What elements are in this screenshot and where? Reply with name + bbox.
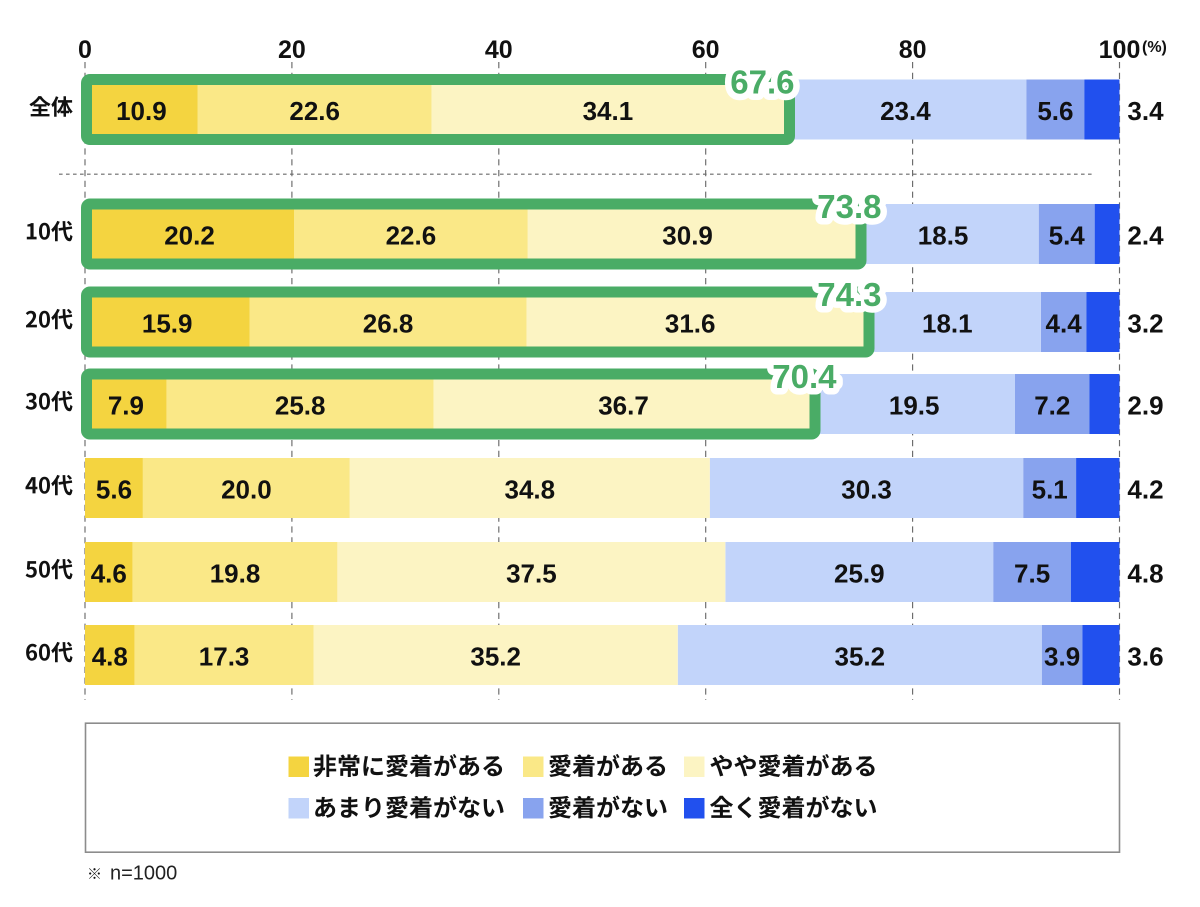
svg-text:70.4: 70.4 bbox=[772, 358, 837, 395]
svg-text:7.2: 7.2 bbox=[1034, 390, 1070, 420]
svg-text:7.5: 7.5 bbox=[1014, 558, 1050, 588]
svg-text:67.6: 67.6 bbox=[730, 64, 794, 101]
svg-text:4.2: 4.2 bbox=[1127, 474, 1163, 504]
svg-text:5.6: 5.6 bbox=[96, 474, 132, 504]
svg-text:34.1: 34.1 bbox=[583, 96, 634, 126]
svg-text:3.6: 3.6 bbox=[1127, 641, 1163, 671]
svg-text:19.5: 19.5 bbox=[889, 390, 940, 420]
svg-text:26.8: 26.8 bbox=[363, 308, 414, 338]
svg-text:(%): (%) bbox=[1142, 39, 1167, 56]
svg-text:36.7: 36.7 bbox=[598, 390, 649, 420]
svg-text:4.8: 4.8 bbox=[92, 641, 128, 671]
svg-text:40: 40 bbox=[485, 36, 513, 64]
svg-text:73.8: 73.8 bbox=[817, 188, 881, 225]
svg-text:70.4: 70.4 bbox=[772, 358, 837, 395]
svg-text:3.4: 3.4 bbox=[1127, 96, 1164, 126]
svg-text:2.4: 2.4 bbox=[1127, 220, 1164, 250]
svg-text:5.6: 5.6 bbox=[1037, 96, 1073, 126]
svg-text:80: 80 bbox=[899, 36, 927, 64]
svg-text:35.2: 35.2 bbox=[470, 641, 521, 671]
svg-text:37.5: 37.5 bbox=[506, 558, 557, 588]
svg-text:19.8: 19.8 bbox=[210, 558, 261, 588]
svg-text:30.3: 30.3 bbox=[841, 474, 892, 504]
svg-text:3.2: 3.2 bbox=[1127, 308, 1163, 338]
svg-text:n=1000: n=1000 bbox=[110, 863, 177, 885]
svg-text:2.9: 2.9 bbox=[1127, 390, 1163, 420]
svg-text:34.8: 34.8 bbox=[504, 474, 555, 504]
svg-text:74.3: 74.3 bbox=[817, 276, 881, 313]
svg-text:4.6: 4.6 bbox=[91, 558, 127, 588]
svg-text:25.8: 25.8 bbox=[275, 390, 326, 420]
svg-text:3.9: 3.9 bbox=[1044, 641, 1080, 671]
svg-text:23.4: 23.4 bbox=[880, 96, 931, 126]
svg-text:73.8: 73.8 bbox=[817, 188, 881, 225]
svg-text:20: 20 bbox=[278, 36, 306, 64]
svg-text:31.6: 31.6 bbox=[665, 308, 716, 338]
svg-text:15.9: 15.9 bbox=[142, 308, 193, 338]
svg-text:67.6: 67.6 bbox=[730, 64, 794, 101]
svg-text:30.9: 30.9 bbox=[662, 220, 713, 250]
svg-text:20.2: 20.2 bbox=[164, 220, 215, 250]
svg-text:22.6: 22.6 bbox=[289, 96, 340, 126]
svg-text:18.5: 18.5 bbox=[918, 220, 969, 250]
svg-text:60: 60 bbox=[692, 36, 720, 64]
svg-text:25.9: 25.9 bbox=[834, 558, 885, 588]
svg-text:10.9: 10.9 bbox=[116, 96, 167, 126]
svg-text:20.0: 20.0 bbox=[221, 474, 272, 504]
svg-text:0: 0 bbox=[78, 36, 92, 64]
svg-text:7.9: 7.9 bbox=[108, 390, 144, 420]
svg-text:22.6: 22.6 bbox=[386, 220, 437, 250]
svg-text:35.2: 35.2 bbox=[834, 641, 885, 671]
svg-text:17.3: 17.3 bbox=[199, 641, 250, 671]
svg-text:18.1: 18.1 bbox=[922, 308, 973, 338]
svg-text:4.8: 4.8 bbox=[1127, 558, 1163, 588]
svg-text:4.4: 4.4 bbox=[1046, 308, 1083, 338]
svg-text:5.1: 5.1 bbox=[1032, 474, 1068, 504]
svg-text:100: 100 bbox=[1099, 36, 1141, 64]
svg-text:5.4: 5.4 bbox=[1049, 220, 1086, 250]
svg-text:74.3: 74.3 bbox=[817, 276, 881, 313]
